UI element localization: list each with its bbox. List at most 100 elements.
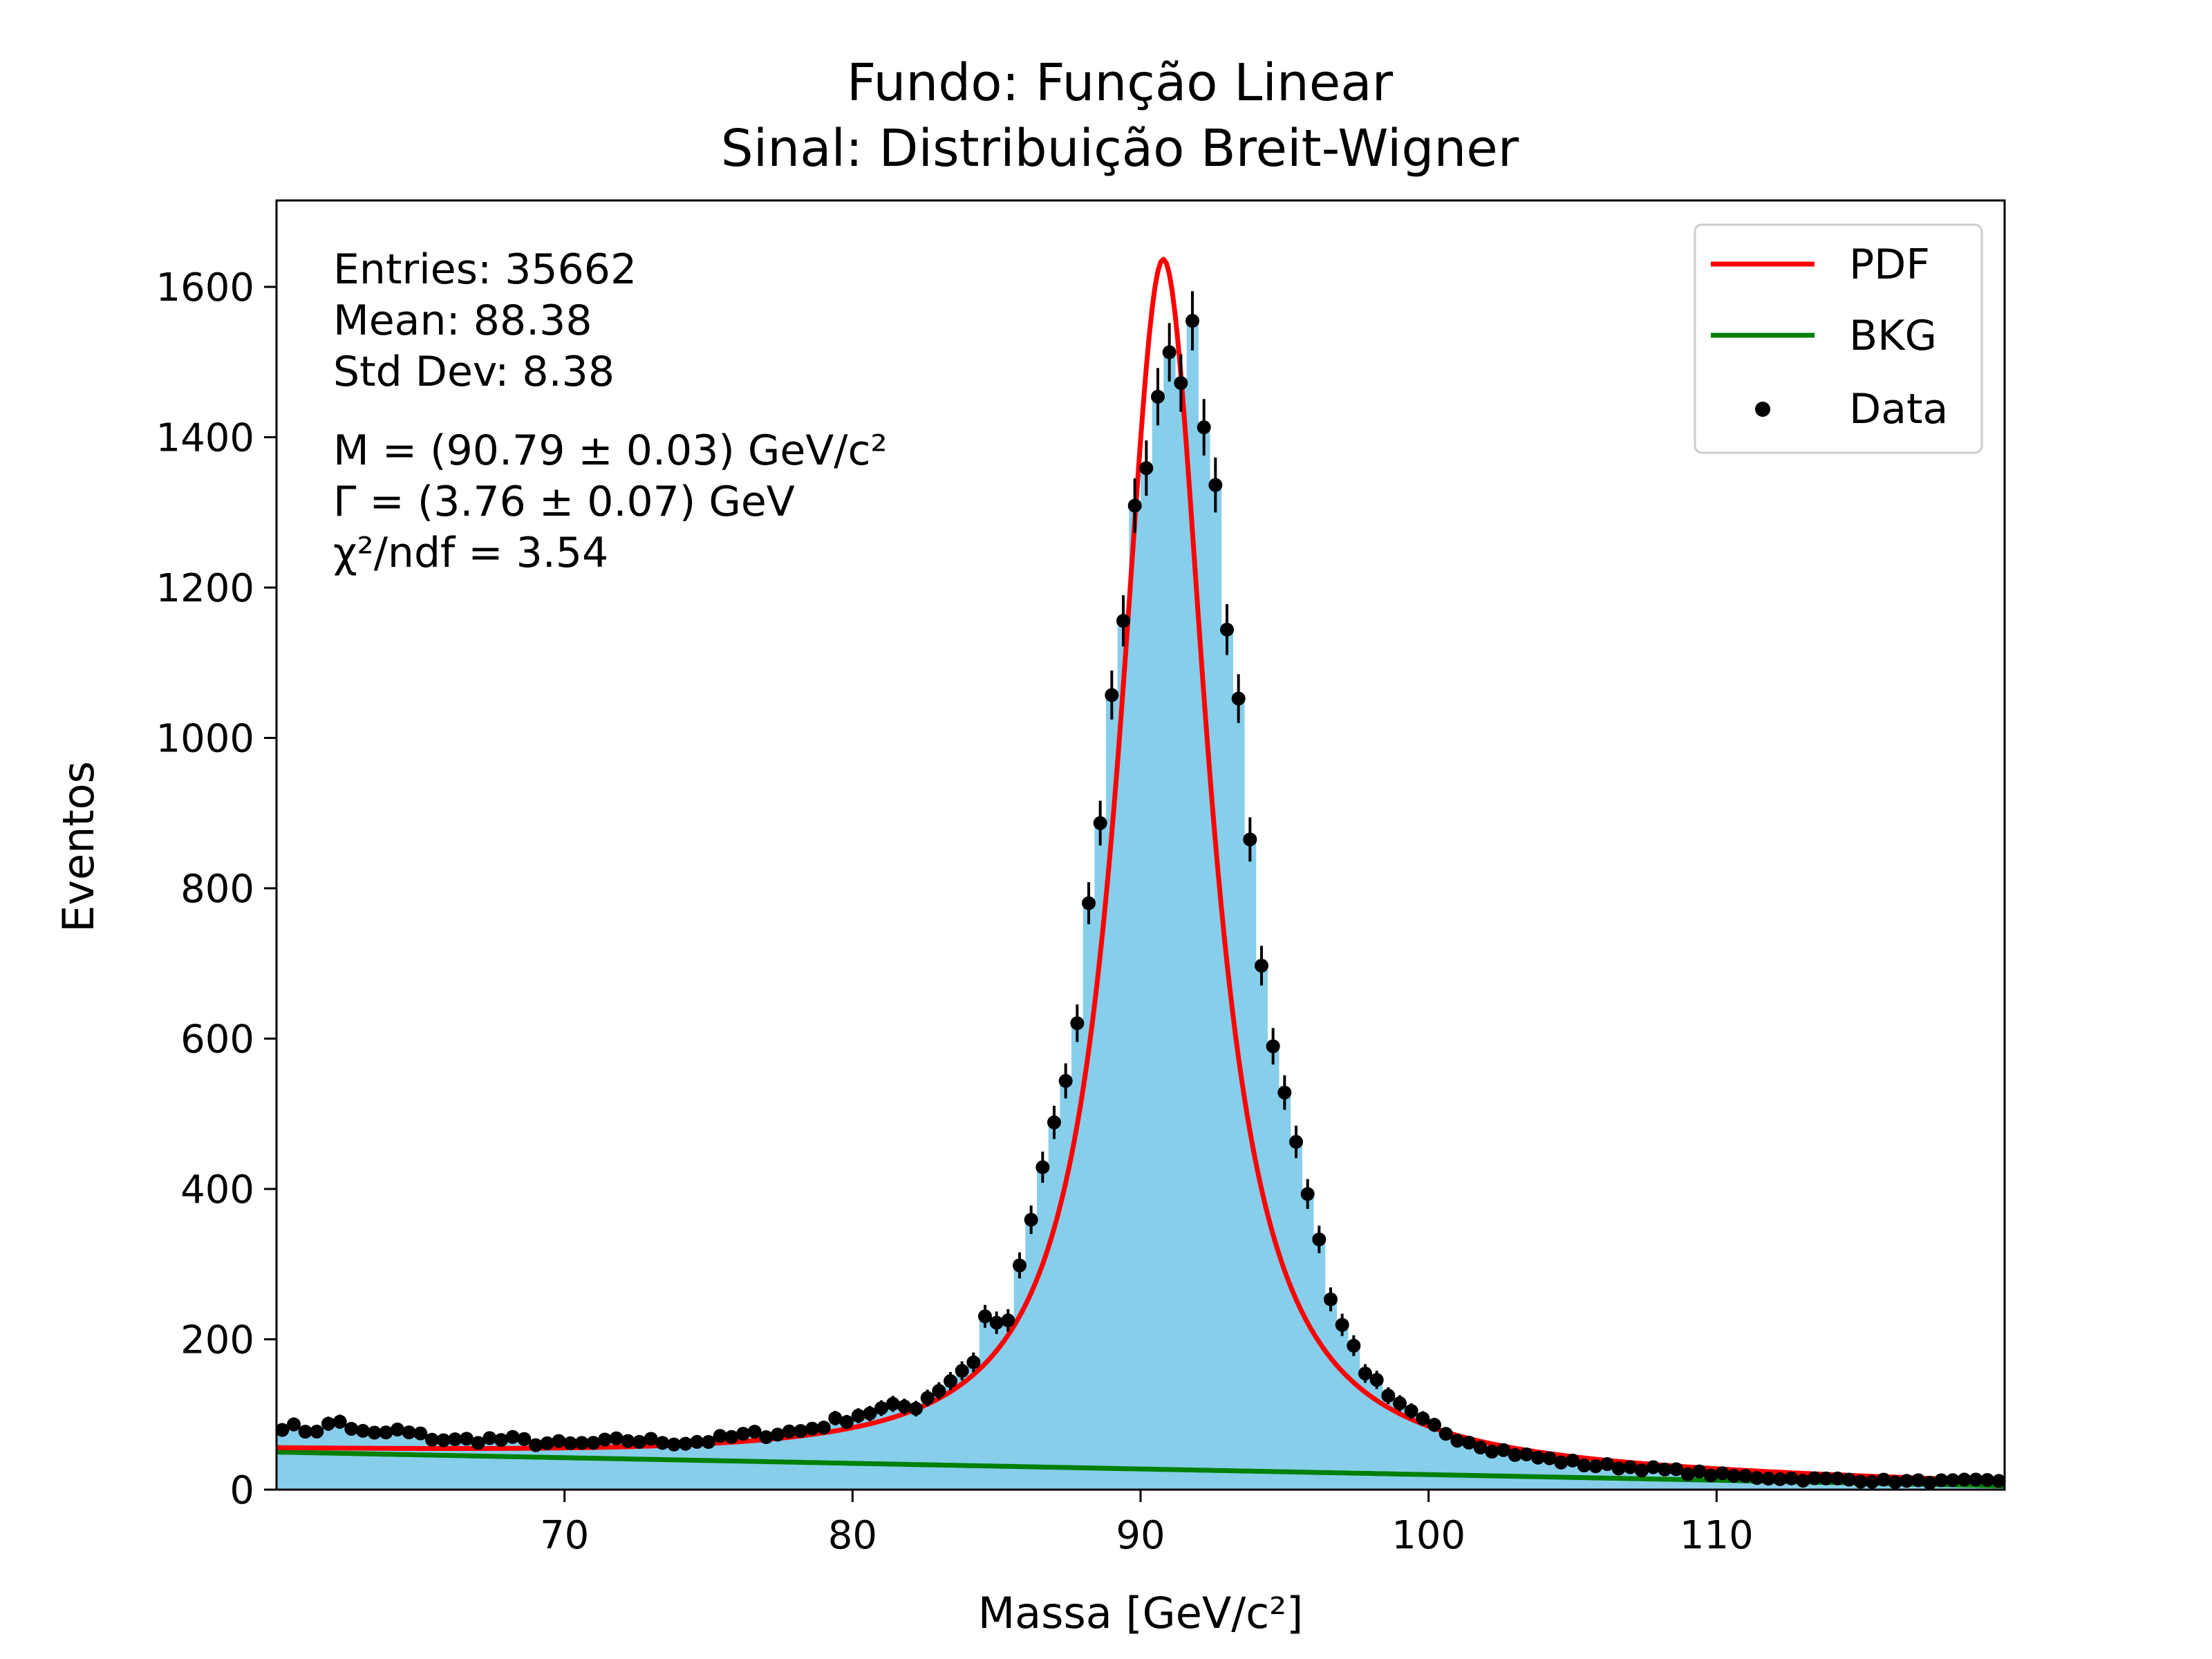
histogram-bar bbox=[1452, 1441, 1464, 1490]
data-point bbox=[1808, 1471, 1821, 1485]
data-point bbox=[540, 1436, 554, 1450]
data-point bbox=[621, 1434, 635, 1448]
data-point bbox=[978, 1309, 992, 1324]
data-point bbox=[1715, 1466, 1730, 1481]
data-point bbox=[609, 1431, 624, 1445]
data-point bbox=[736, 1427, 750, 1441]
data-point bbox=[1497, 1443, 1510, 1457]
data-point bbox=[655, 1436, 670, 1450]
histogram-bar bbox=[1210, 485, 1222, 1490]
data-point bbox=[1588, 1459, 1603, 1474]
histogram-bar bbox=[1013, 1265, 1026, 1490]
data-point bbox=[1404, 1404, 1418, 1418]
histogram-bar bbox=[1186, 321, 1199, 1490]
histogram-bar bbox=[1497, 1450, 1510, 1490]
data-point bbox=[1980, 1472, 1994, 1487]
data-point bbox=[805, 1421, 819, 1436]
data-point bbox=[1865, 1474, 1880, 1489]
data-point bbox=[1266, 1039, 1280, 1053]
data-point bbox=[794, 1424, 808, 1438]
data-point bbox=[885, 1396, 900, 1411]
histogram-bar bbox=[322, 1423, 335, 1490]
data-points-group bbox=[275, 291, 2006, 1490]
data-point bbox=[1900, 1474, 1914, 1488]
data-point bbox=[1450, 1434, 1465, 1448]
histogram-bar bbox=[1428, 1425, 1441, 1490]
data-point bbox=[552, 1434, 566, 1448]
data-point bbox=[1277, 1085, 1292, 1100]
histogram-bar bbox=[1232, 698, 1245, 1490]
histogram-bar bbox=[1440, 1434, 1452, 1490]
data-point bbox=[782, 1424, 796, 1438]
data-point bbox=[1116, 614, 1130, 628]
histogram-bar bbox=[1348, 1345, 1360, 1490]
data-point bbox=[966, 1355, 981, 1369]
histogram-bar bbox=[1037, 1167, 1049, 1490]
fit-width: Γ = (3.76 ± 0.07) GeV bbox=[333, 478, 795, 526]
x-tick-label: 70 bbox=[540, 1513, 589, 1558]
data-point bbox=[1957, 1472, 1971, 1487]
histogram-bar bbox=[1267, 1046, 1280, 1490]
histogram-bar bbox=[288, 1424, 300, 1490]
data-point bbox=[1635, 1463, 1649, 1478]
stats-entries: Entries: 35662 bbox=[333, 245, 637, 294]
histogram-bar bbox=[380, 1432, 393, 1490]
data-point bbox=[1093, 816, 1107, 830]
data-point bbox=[1289, 1134, 1303, 1149]
data-point bbox=[1704, 1468, 1718, 1483]
histogram-bar bbox=[1336, 1324, 1349, 1490]
x-tick-label: 100 bbox=[1391, 1513, 1465, 1558]
fit-chi2-ndf: χ²/ndf = 3.54 bbox=[333, 529, 608, 577]
histogram-bar bbox=[702, 1442, 715, 1490]
histogram-bar bbox=[864, 1413, 877, 1490]
histogram-bar bbox=[610, 1438, 623, 1490]
data-point bbox=[713, 1429, 727, 1443]
histogram-bar bbox=[553, 1441, 565, 1490]
data-point bbox=[874, 1401, 888, 1416]
data-point bbox=[494, 1433, 508, 1447]
histogram-bar bbox=[1313, 1239, 1326, 1490]
histogram-bar bbox=[368, 1432, 381, 1490]
data-point bbox=[574, 1436, 589, 1450]
data-point bbox=[1105, 688, 1119, 702]
data-point bbox=[287, 1417, 301, 1432]
histogram-bar bbox=[1290, 1141, 1302, 1490]
data-point bbox=[644, 1432, 658, 1446]
data-point bbox=[632, 1434, 646, 1449]
histogram-bar bbox=[1405, 1411, 1418, 1490]
histogram-bar bbox=[541, 1443, 554, 1490]
data-point bbox=[1853, 1474, 1868, 1489]
data-point bbox=[1312, 1232, 1327, 1246]
data-point bbox=[989, 1315, 1004, 1330]
legend-data-label: Data bbox=[1849, 385, 1948, 433]
data-point bbox=[1796, 1473, 1810, 1488]
histogram-bar bbox=[1255, 965, 1268, 1490]
data-point bbox=[932, 1384, 946, 1398]
data-point bbox=[1001, 1313, 1015, 1328]
data-point bbox=[897, 1399, 912, 1414]
y-tick-label: 800 bbox=[180, 867, 254, 912]
histogram-bar bbox=[1532, 1457, 1544, 1490]
y-tick-label: 1400 bbox=[156, 416, 254, 461]
histogram-bar bbox=[507, 1436, 519, 1490]
histogram-bar bbox=[1279, 1092, 1291, 1490]
data-point bbox=[1462, 1435, 1476, 1450]
histogram-bar bbox=[944, 1380, 957, 1490]
data-point bbox=[1566, 1453, 1580, 1468]
data-point bbox=[1784, 1471, 1799, 1485]
data-point bbox=[1750, 1471, 1764, 1485]
data-point bbox=[863, 1406, 877, 1421]
histogram-bar bbox=[1002, 1320, 1015, 1490]
data-point bbox=[1600, 1457, 1614, 1472]
legend-box bbox=[1694, 223, 1983, 454]
data-point bbox=[367, 1425, 382, 1440]
histogram-bar bbox=[1025, 1219, 1038, 1490]
histogram-bar bbox=[1175, 383, 1188, 1490]
data-point bbox=[1842, 1472, 1856, 1487]
data-point bbox=[1669, 1462, 1683, 1477]
data-point bbox=[1185, 314, 1199, 328]
histogram-bar bbox=[991, 1322, 1003, 1490]
data-point bbox=[321, 1416, 335, 1431]
x-axis-label: Massa [GeV/c²] bbox=[978, 1588, 1304, 1638]
